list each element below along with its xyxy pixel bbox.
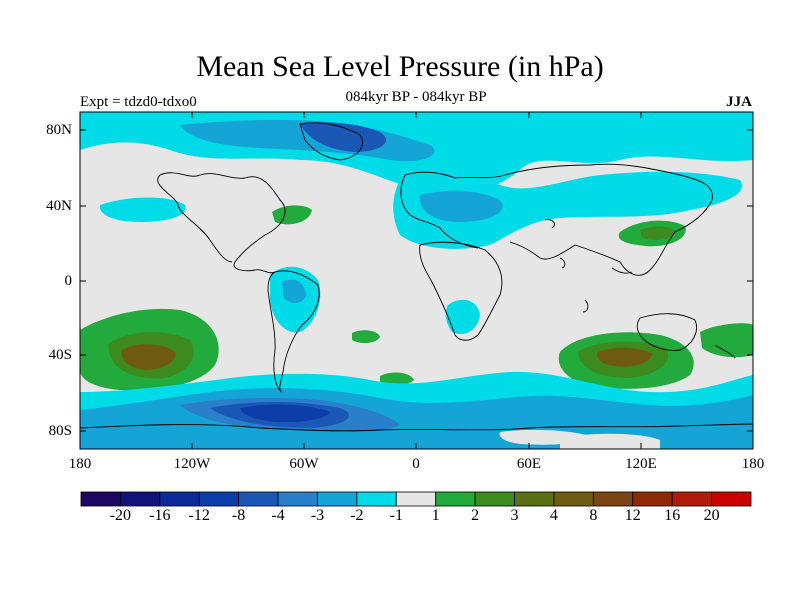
colorbar-swatch bbox=[711, 491, 752, 507]
colorbar-swatch bbox=[120, 491, 161, 507]
colorbar-label: -1 bbox=[389, 507, 403, 524]
indian-ocean-max bbox=[597, 347, 652, 367]
south-america-deep bbox=[282, 279, 306, 304]
lon-label-120w: 120W bbox=[173, 456, 211, 472]
colorbar-label: 1 bbox=[431, 507, 440, 524]
colorbar bbox=[80, 491, 752, 507]
colorbar-label: 20 bbox=[703, 507, 720, 524]
antarctic-low-core bbox=[240, 404, 330, 423]
colorbar-swatch bbox=[632, 491, 673, 507]
eurasia-negative bbox=[393, 171, 742, 249]
colorbar-label: -4 bbox=[271, 507, 285, 524]
pressure-field bbox=[80, 112, 753, 449]
lat-label-0: 0 bbox=[64, 273, 73, 289]
south-atlantic-positive-2 bbox=[380, 372, 414, 386]
south-africa-negative bbox=[445, 299, 480, 335]
colorbar-swatch bbox=[474, 491, 515, 507]
colorbar-label: -16 bbox=[149, 507, 171, 524]
lat-label-40n: 40N bbox=[46, 198, 72, 214]
colorbar-label: -20 bbox=[109, 507, 132, 524]
colorbar-swatch bbox=[277, 491, 318, 507]
colorbar-label: -12 bbox=[188, 507, 210, 524]
south-pacific-max bbox=[121, 344, 176, 370]
colorbar-label: 2 bbox=[471, 507, 480, 524]
antarctic-land-patch-2 bbox=[560, 433, 660, 449]
lon-label-180w: 180 bbox=[68, 456, 92, 472]
colorbar-label: 16 bbox=[664, 507, 681, 524]
atlantic-positive bbox=[272, 205, 312, 225]
colorbar-swatch bbox=[435, 491, 476, 507]
colorbar-label: -3 bbox=[310, 507, 325, 524]
colorbar-swatch bbox=[317, 491, 358, 507]
japan-positive-core bbox=[640, 226, 676, 240]
colorbar-label: 8 bbox=[589, 507, 598, 524]
lon-label-60w: 60W bbox=[289, 456, 319, 472]
colorbar-label: 4 bbox=[549, 507, 558, 524]
colorbar-swatch bbox=[159, 491, 200, 507]
colorbar-swatch bbox=[238, 491, 279, 507]
lon-label-120e: 120E bbox=[625, 456, 657, 472]
chart-title: Mean Sea Level Pressure (in hPa) bbox=[196, 50, 604, 83]
colorbar-swatch bbox=[356, 491, 397, 507]
season-label: JJA bbox=[726, 94, 752, 110]
lon-label-180e: 180 bbox=[741, 456, 765, 472]
lon-label-0: 0 bbox=[412, 456, 420, 472]
axis-ticks bbox=[80, 112, 753, 449]
colorbar-swatch bbox=[198, 491, 240, 507]
colorbar-label: 12 bbox=[624, 507, 641, 524]
colorbar-swatch bbox=[80, 491, 121, 507]
eurasia-deep bbox=[419, 190, 503, 222]
colorbar-swatch bbox=[671, 491, 712, 507]
south-atlantic-positive bbox=[352, 330, 380, 344]
greenland-low bbox=[300, 122, 386, 152]
lat-label-80s: 80S bbox=[48, 423, 72, 439]
colorbar-swatch bbox=[592, 491, 634, 507]
colorbar-label: -8 bbox=[231, 507, 246, 524]
tasman-positive bbox=[700, 323, 753, 358]
coastlines bbox=[80, 122, 753, 432]
lat-label-40s: 40S bbox=[48, 347, 72, 363]
period-label: 084kyr BP - 084kyr BP bbox=[345, 89, 487, 105]
experiment-label: Expt = tdzd0-tdxo0 bbox=[80, 94, 197, 110]
colorbar-label: -2 bbox=[350, 507, 364, 524]
lat-label-80n: 80N bbox=[46, 122, 72, 138]
colorbar-label: 3 bbox=[510, 507, 519, 524]
colorbar-swatch bbox=[514, 491, 555, 507]
colorbar-swatch bbox=[395, 491, 437, 507]
colorbar-swatch bbox=[553, 491, 594, 507]
pacific-north-negative bbox=[99, 197, 186, 222]
lon-label-60e: 60E bbox=[516, 456, 542, 472]
